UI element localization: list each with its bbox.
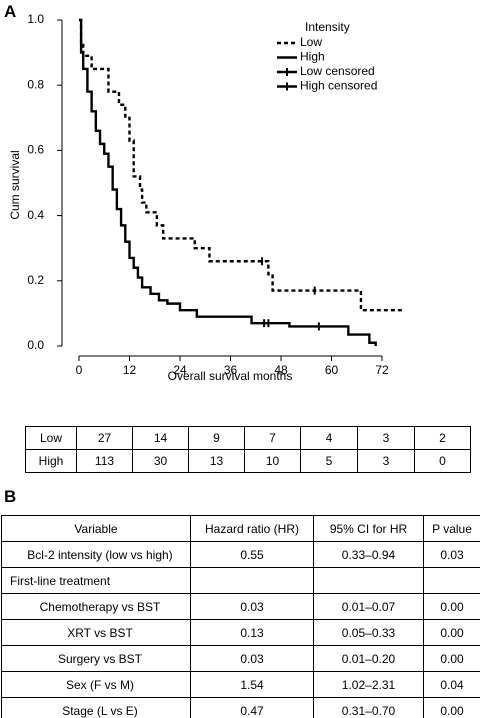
- table-cell: 5: [300, 449, 358, 473]
- survival-curve: [79, 18, 404, 312]
- table-cell: First-line treatment: [1, 567, 191, 594]
- table-cell: Low: [25, 426, 77, 450]
- table-cell: 1.02–2.31: [313, 671, 424, 698]
- y-tick-label: 0.4: [27, 208, 44, 222]
- table-cell: 0.00: [423, 593, 480, 620]
- x-tick-label: 60: [325, 363, 339, 377]
- table-cell: 113: [76, 449, 133, 473]
- table-row: Low 27 14 9 7 4 3 2: [25, 426, 471, 450]
- table-row: First-line treatment: [1, 567, 480, 594]
- table-cell: 0.00: [423, 645, 480, 672]
- table-cell: [313, 567, 424, 594]
- survival-curve: [79, 18, 377, 346]
- table-row: Surgery vs BST 0.03 0.01–0.20 0.00: [1, 645, 480, 672]
- table-cell: [190, 567, 314, 594]
- x-tick-label: 12: [123, 363, 137, 377]
- x-tick-label: 36: [224, 363, 238, 377]
- table-cell: [423, 567, 480, 594]
- table-cell: 30: [132, 449, 189, 473]
- table-cell: 0.03: [190, 645, 314, 672]
- table-cell: 1.54: [190, 671, 314, 698]
- table-row: XRT vs BST 0.13 0.05–0.33 0.00: [1, 619, 480, 646]
- y-tick-label: 0.8: [27, 77, 44, 91]
- legend-label: High: [300, 50, 325, 64]
- table-cell: 13: [188, 449, 245, 473]
- table-cell: 2: [414, 426, 471, 450]
- table-cell: 0.31–0.70: [313, 697, 424, 718]
- table-cell: 0.55: [190, 541, 314, 568]
- y-tick-label: 1.0: [27, 12, 44, 26]
- legend-label: Low: [300, 35, 322, 49]
- table-cell: 0.13: [190, 619, 314, 646]
- table-cell: 0.01–0.20: [313, 645, 424, 672]
- legend-label: Low censored: [300, 64, 375, 78]
- results-table: Variable Hazard ratio (HR) 95% CI for HR P …: [1, 515, 480, 718]
- risk-table: Low 27 14 9 7 4 3 2 High 113 30 13 10 5 3 0: [25, 426, 471, 473]
- table-cell: 0.03: [190, 593, 314, 620]
- x-tick-label: 72: [375, 363, 389, 377]
- table-cell: 3: [357, 426, 415, 450]
- panel-label: A: [4, 2, 17, 21]
- table-cell: 14: [132, 426, 189, 450]
- x-axis-label: Overall survival months: [168, 369, 293, 383]
- y-tick-label: 0.2: [27, 273, 44, 287]
- x-tick-label: 48: [274, 363, 288, 377]
- table-cell: 0.00: [423, 619, 480, 646]
- legend-title: Intensity: [305, 20, 350, 34]
- table-cell: 3: [357, 449, 415, 473]
- table-cell: Stage (L vs E): [1, 697, 191, 718]
- table-cell: 0.03: [423, 541, 480, 568]
- legend-label: High censored: [300, 79, 377, 93]
- y-axis-label: Cum survival: [8, 150, 22, 219]
- table-cell: 0.00: [423, 697, 480, 718]
- chart: 0.0 0.2 0.4 0.6 0.8 1.0 0 12 24 36 48 60 72 Cum survi…: [8, 12, 404, 383]
- table-cell: Surgery vs BST: [1, 645, 191, 672]
- table-row: Variable Hazard ratio (HR) 95% CI for HR P …: [1, 515, 480, 542]
- x-tick-label: 0: [76, 363, 83, 377]
- y-tick-label: 0.0: [27, 338, 44, 352]
- y-tick-label: 0.6: [27, 143, 44, 157]
- table-cell: 0.33–0.94: [313, 541, 424, 568]
- table-cell: High: [25, 449, 77, 473]
- table-cell: Sex (F vs M): [1, 671, 191, 698]
- table-cell: 0.04: [423, 671, 480, 698]
- table-cell: 0: [414, 449, 471, 473]
- table-cell: Hazard ratio (HR): [190, 515, 314, 542]
- panel-label: B: [4, 487, 17, 506]
- table-cell: 9: [188, 426, 245, 450]
- table-cell: Chemotherapy vs BST: [1, 593, 191, 620]
- table-cell: P value: [423, 515, 480, 542]
- table-row: Chemotherapy vs BST 0.03 0.01–0.07 0.00: [1, 593, 480, 620]
- table-cell: 7: [244, 426, 301, 450]
- table-cell: Bcl-2 intensity (low vs high): [1, 541, 191, 568]
- table-cell: 10: [244, 449, 301, 473]
- table-cell: XRT vs BST: [1, 619, 191, 646]
- table-row: High 113 30 13 10 5 3 0: [25, 449, 471, 473]
- table-row: Sex (F vs M) 1.54 1.02–2.31 0.04: [1, 671, 480, 698]
- table-row: Bcl-2 intensity (low vs high) 0.55 0.33–0.…: [1, 541, 480, 568]
- table-cell: 0.47: [190, 697, 314, 718]
- table-cell: 4: [300, 426, 358, 450]
- x-tick-label: 24: [173, 363, 187, 377]
- table-cell: 95% CI for HR: [313, 515, 424, 542]
- table-cell: 27: [76, 426, 133, 450]
- table-cell: Variable: [1, 515, 191, 542]
- table-row: Stage (L vs E) 0.47 0.31–0.70 0.00: [1, 697, 480, 718]
- table-cell: 0.05–0.33: [313, 619, 424, 646]
- table-cell: 0.01–0.07: [313, 593, 424, 620]
